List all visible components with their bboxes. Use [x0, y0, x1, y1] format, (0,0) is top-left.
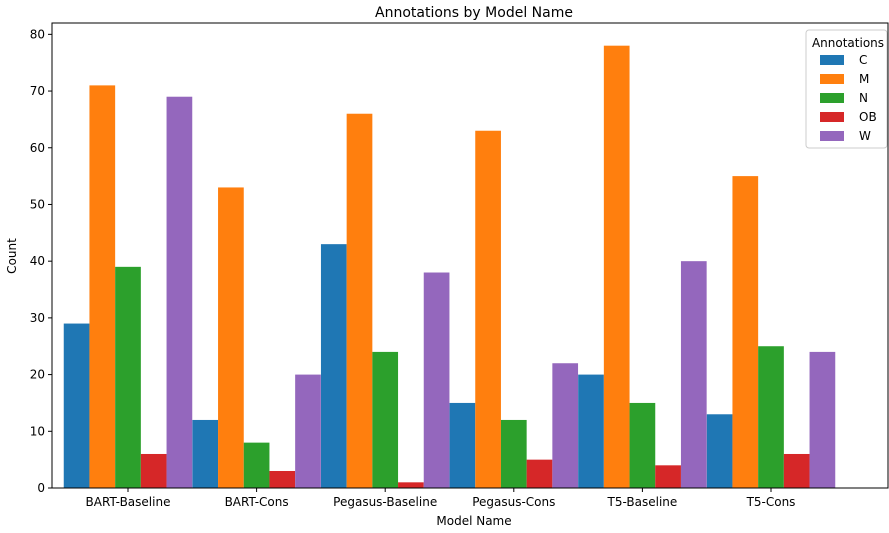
chart-title: Annotations by Model Name [375, 5, 573, 21]
x-tick-label: BART-Cons [225, 495, 289, 509]
bar-m-bart-baseline [89, 85, 116, 488]
bars-group [63, 45, 836, 489]
bar-m-t5-baseline [603, 45, 630, 489]
x-axis-label: Model Name [436, 514, 511, 528]
bar-w-pegasus-cons [552, 363, 579, 488]
x-tick-label: Pegasus-Cons [472, 495, 555, 509]
bar-n-pegasus-baseline [372, 351, 399, 488]
legend-label-c: C [859, 53, 867, 67]
bar-ob-bart-cons [269, 470, 296, 488]
y-tick-label: 0 [37, 481, 45, 495]
bar-w-bart-baseline [166, 96, 193, 488]
legend-label-ob: OB [859, 110, 877, 124]
bar-c-pegasus-cons [449, 402, 476, 488]
legend-swatch-ob [820, 112, 844, 122]
bar-ob-pegasus-cons [526, 459, 553, 488]
y-tick-label: 80 [30, 27, 45, 41]
legend: Annotations CMN OB W [805, 29, 888, 149]
bar-n-t5-baseline [629, 402, 656, 488]
bar-m-bart-cons [218, 187, 244, 488]
bar-n-pegasus-cons [500, 419, 527, 488]
bar-ob-t5-cons [783, 453, 810, 488]
x-tick-label: Pegasus-Baseline [333, 495, 437, 509]
bar-n-t5-cons [758, 346, 784, 488]
bar-w-t5-baseline [680, 261, 707, 488]
bar-c-t5-cons [706, 414, 733, 488]
y-tick-label: 30 [30, 311, 45, 325]
bar-n-bart-baseline [115, 266, 141, 488]
legend-label-m: M [859, 72, 869, 86]
bar-ob-bart-baseline [140, 453, 167, 488]
bar-w-t5-cons [809, 351, 836, 488]
bar-c-bart-cons [192, 419, 219, 488]
x-tick-label: T5-Cons [746, 495, 796, 509]
x-axis: BART-Baseline BART-Cons Pegasus-Baseline Pe… [86, 488, 796, 509]
bar-c-pegasus-baseline [320, 244, 347, 488]
y-tick-label: 40 [30, 254, 45, 268]
bar-m-t5-cons [732, 176, 759, 489]
y-tick-label: 70 [30, 84, 45, 98]
y-tick-label: 20 [30, 368, 45, 382]
plot-frame [51, 22, 889, 489]
bar-w-pegasus-baseline [423, 272, 450, 488]
y-axis-label: Count [5, 238, 19, 274]
bar-m-pegasus-baseline [346, 113, 373, 488]
bar-ob-pegasus-baseline [398, 482, 424, 488]
legend-swatch-m [820, 74, 844, 84]
y-tick-label: 50 [30, 197, 45, 211]
legend-swatch-c [820, 55, 844, 65]
y-tick-label: 60 [30, 141, 45, 155]
y-axis: 0 10 20 30 40 50 60 70 80 [30, 27, 52, 495]
legend-swatch-w [820, 131, 844, 141]
legend-swatch-n [820, 93, 844, 103]
bar-ob-t5-baseline [655, 465, 681, 488]
legend-label-n: N [859, 91, 868, 105]
x-tick-label: BART-Baseline [86, 495, 171, 509]
x-tick-label: T5-Baseline [607, 495, 678, 509]
y-tick-label: 10 [30, 424, 45, 438]
legend-label-w: W [859, 129, 871, 143]
bar-n-bart-cons [243, 442, 270, 488]
bar-w-bart-cons [295, 374, 321, 488]
bar-c-bart-baseline [63, 323, 90, 488]
legend-title: Annotations [812, 36, 884, 50]
legend-items: CMN OB W [820, 53, 877, 143]
bar-m-pegasus-cons [475, 130, 501, 489]
bar-c-t5-baseline [578, 374, 604, 488]
